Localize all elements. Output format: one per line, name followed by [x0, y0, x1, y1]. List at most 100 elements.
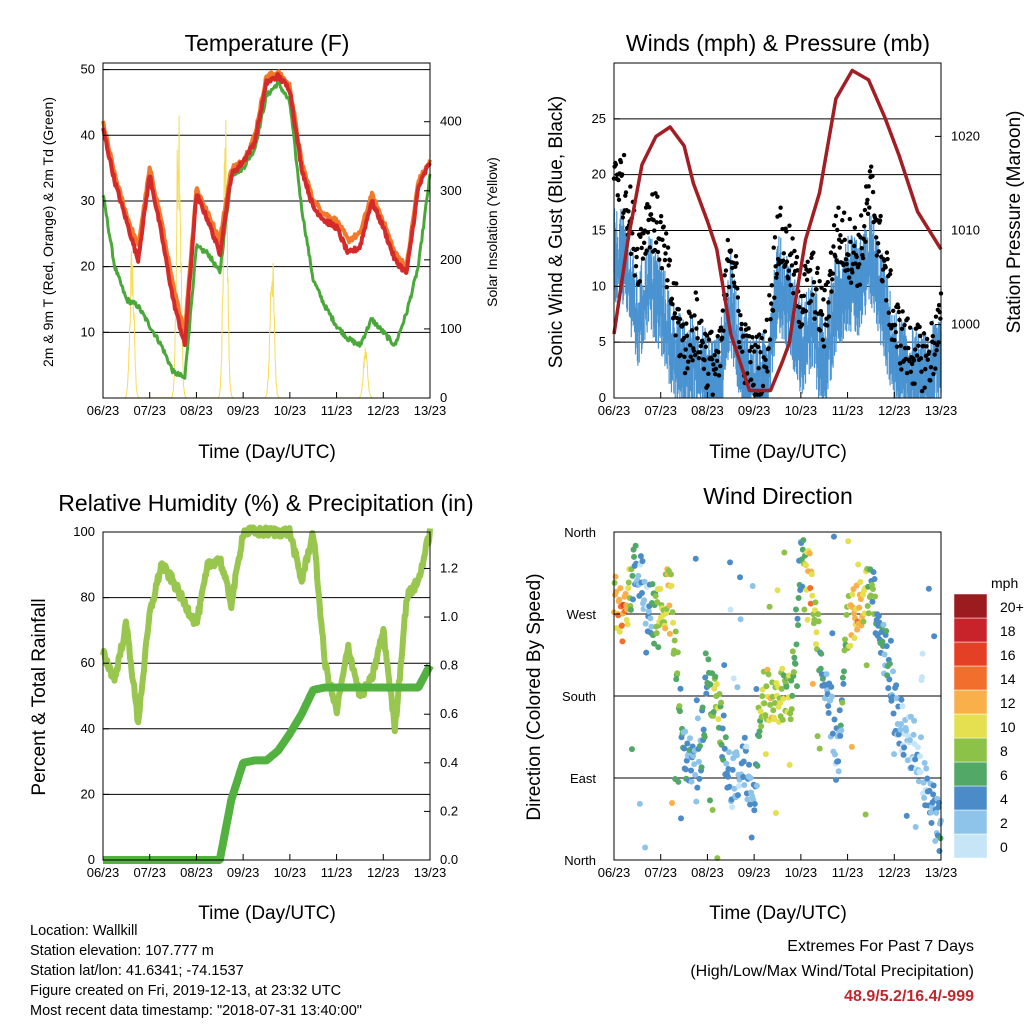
y-tick-label: 0 — [88, 852, 95, 867]
temperature-ylabel: 2m & 9m T (Red, Orange) & 2m Td (Green) — [40, 97, 56, 367]
y-tick-label: 80 — [81, 590, 95, 605]
y-tick-label: North — [564, 853, 596, 868]
direction-point — [734, 792, 741, 799]
colorbar-label: 14 — [1000, 671, 1016, 687]
direction-axes: 06/23 07/23 08/23 09/23 10/23 11/23 12/23 13/23… — [562, 525, 957, 880]
gust-point — [752, 349, 757, 354]
gust-point — [751, 382, 756, 387]
gust-point — [772, 295, 777, 300]
direction-point — [642, 620, 649, 627]
gust-point — [687, 310, 692, 316]
gust-point — [701, 366, 707, 372]
gust-point — [863, 239, 868, 244]
gust-point — [758, 350, 763, 355]
rh-line — [100, 524, 433, 735]
gust-point — [639, 245, 644, 251]
precip-line — [99, 663, 434, 864]
gust-point — [786, 268, 792, 273]
direction-point — [670, 619, 677, 626]
gust-point — [841, 210, 847, 215]
temp-2m-line — [101, 72, 432, 347]
gust-point — [733, 253, 739, 259]
gust-point — [938, 316, 943, 321]
direction-point — [788, 706, 795, 713]
direction-point — [837, 722, 844, 729]
colorbar-label: 20+ — [1000, 599, 1024, 615]
direction-point — [800, 537, 807, 544]
y-tick-label: 100 — [73, 524, 95, 539]
gust-point — [883, 265, 888, 270]
direction-point — [637, 553, 644, 560]
direction-point — [911, 717, 918, 724]
direction-point — [816, 745, 823, 752]
gust-point — [741, 333, 746, 338]
direction-xlabel: Time (Day/UTC) — [709, 903, 847, 924]
direction-point — [730, 675, 737, 682]
x-tick-label: 08/23 — [691, 403, 724, 418]
direction-point — [799, 583, 806, 590]
gust-point — [809, 255, 814, 261]
x-tick-label: 11/23 — [832, 865, 864, 880]
x-tick-label: 13/23 — [414, 403, 447, 418]
direction-point — [712, 673, 719, 680]
gust-point — [665, 278, 670, 283]
direction-point — [886, 660, 893, 667]
gust-point — [918, 356, 924, 361]
winds-panel: Winds (mph) & Pressure (mb) 06/23 07/23 08… — [546, 30, 1024, 463]
direction-point — [847, 642, 854, 649]
direction-point — [647, 615, 654, 622]
gust-point — [875, 241, 881, 246]
x-tick-label: 07/23 — [644, 865, 677, 880]
gust-point — [865, 197, 870, 203]
gust-point — [714, 358, 720, 363]
gust-point — [684, 321, 689, 326]
humidity-panel: Relative Humidity (%) & Precipitation (i… — [29, 490, 474, 924]
x-tick-label: 08/23 — [180, 865, 213, 880]
gust-point — [638, 234, 643, 240]
direction-point — [625, 579, 632, 586]
direction-point — [642, 844, 649, 851]
gust-point — [788, 282, 793, 288]
direction-point — [854, 626, 861, 633]
gust-point — [831, 223, 837, 228]
direction-point — [855, 561, 862, 568]
gust-point — [907, 358, 912, 364]
gust-point — [681, 335, 687, 341]
direction-point — [692, 555, 699, 562]
solar-insolation-line — [124, 115, 374, 399]
gust-point — [715, 333, 720, 339]
gust-point — [749, 344, 754, 350]
x-tick-label: 09/23 — [227, 865, 260, 880]
gust-point — [730, 273, 736, 278]
colorbar-label: 0 — [1000, 839, 1008, 855]
gust-point — [888, 268, 893, 273]
direction-point — [690, 752, 697, 759]
direction-point — [693, 697, 700, 704]
direction-point — [649, 581, 656, 588]
gust-point — [628, 251, 634, 257]
gust-point — [757, 332, 762, 337]
gust-point — [674, 281, 679, 286]
direction-point — [631, 553, 638, 560]
gust-point — [893, 330, 898, 335]
gust-point — [906, 345, 911, 351]
direction-point — [691, 761, 698, 768]
direction-point — [812, 599, 819, 606]
gust-point — [619, 172, 625, 177]
gust-point — [792, 248, 797, 254]
gust-point — [773, 264, 778, 269]
direction-point — [771, 699, 778, 706]
colorbar-label: 8 — [1000, 743, 1008, 759]
direction-point — [674, 649, 681, 656]
gust-point — [665, 245, 671, 250]
gust-point — [815, 265, 820, 271]
direction-point — [783, 683, 790, 690]
direction-point — [762, 751, 769, 758]
gust-point — [847, 216, 853, 222]
gust-point — [864, 201, 869, 206]
gust-point — [867, 169, 873, 174]
direction-point — [830, 533, 837, 540]
gust-point — [759, 335, 764, 341]
x-tick-label: 13/23 — [414, 865, 447, 880]
